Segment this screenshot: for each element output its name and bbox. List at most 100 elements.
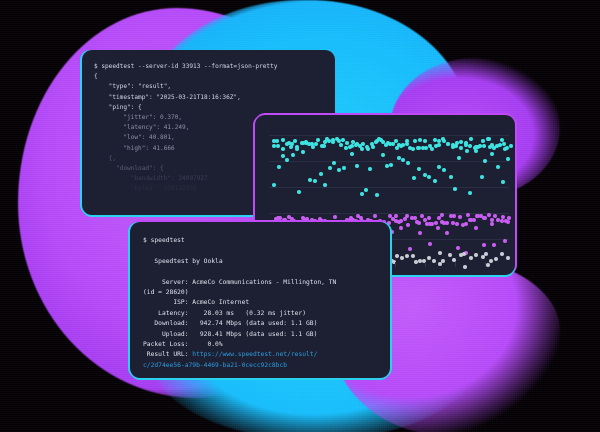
graph-data-point [460, 222, 465, 227]
terminal-json-output: $ speedtest --server-id 33913 --format=j… [82, 50, 335, 195]
graph-data-point [433, 144, 438, 149]
graph-data-point [462, 252, 467, 257]
graph-data-point [355, 141, 360, 146]
graph-data-point [500, 138, 505, 143]
terminal-window-result[interactable]: $ speedtest Speedtest by Ookla Server: A… [130, 222, 390, 378]
graph-data-point [375, 192, 380, 197]
graph-data-point [330, 137, 335, 142]
graph-data-point [292, 219, 297, 224]
graph-data-point [427, 174, 432, 179]
graph-data-point [439, 213, 444, 217]
graph-data-point [427, 221, 432, 226]
graph-data-point [390, 142, 395, 147]
graph-data-point [463, 143, 468, 148]
graph-data-point [414, 259, 419, 264]
graph-data-point [440, 220, 444, 224]
json-line: {, [94, 154, 117, 162]
graph-data-point [413, 215, 418, 220]
graph-data-point [323, 139, 328, 144]
graph-data-point [337, 167, 342, 172]
graph-data-point [500, 180, 505, 184]
json-line: "ping": { [94, 103, 142, 111]
graph-data-point [501, 214, 505, 219]
result-row: Download: 942.74 Mbps (data used: 1.1 GB… [143, 320, 318, 328]
graph-data-point [494, 257, 499, 261]
graph-data-point [455, 222, 460, 227]
graph-data-point [414, 219, 419, 224]
graph-data-point [446, 142, 450, 147]
graph-data-point [323, 183, 327, 188]
graph-data-point [345, 140, 350, 145]
json-line: "low": 40.801, [94, 134, 175, 142]
graph-data-point [422, 258, 427, 263]
graph-data-point [487, 137, 492, 142]
graph-data-point [307, 141, 312, 146]
graph-data-point [448, 214, 453, 218]
graph-data-point [313, 142, 318, 147]
graph-data-point [410, 216, 415, 221]
graph-data-point [304, 141, 309, 146]
graph-data-point [384, 163, 389, 168]
result-url-row: Result URL: https://www.speedtest.net/re… [143, 350, 390, 360]
graph-data-point [360, 191, 365, 196]
graph-data-point [404, 254, 409, 258]
result-spacer-1 [143, 246, 390, 256]
graph-data-point [360, 146, 364, 151]
graph-data-point [493, 213, 498, 218]
graph-gridline [269, 135, 509, 136]
graph-data-point [417, 221, 422, 226]
graph-data-point [459, 253, 464, 258]
graph-data-point [506, 255, 511, 260]
graph-data-point [428, 241, 433, 246]
graph-data-point [504, 145, 509, 150]
graph-data-point [287, 141, 292, 145]
graph-data-point [350, 139, 355, 144]
graph-data-point [410, 254, 415, 259]
graph-data-point [437, 251, 442, 256]
graph-data-point [396, 219, 401, 224]
graph-data-point [381, 140, 386, 145]
graph-data-point [451, 145, 456, 150]
graph-data-point [487, 213, 492, 218]
graph-data-point [320, 219, 325, 224]
graph-data-point [343, 145, 348, 150]
graph-data-point [452, 214, 457, 219]
graph-data-point [364, 188, 369, 193]
graph-data-point [436, 216, 441, 221]
graph-data-point [437, 165, 442, 170]
graph-data-point [483, 216, 488, 221]
graph-data-point [366, 217, 371, 222]
graph-data-point [477, 143, 482, 148]
graph-data-point [436, 225, 440, 230]
graph-data-point [390, 230, 395, 234]
graph-data-point [350, 143, 355, 148]
graph-data-point [431, 259, 436, 264]
graph-data-point [394, 139, 399, 144]
graph-data-point [457, 156, 462, 160]
graph-data-point [355, 163, 360, 168]
graph-data-point [290, 217, 295, 222]
graph-axis-tick [485, 262, 486, 267]
result-url-link-part1[interactable]: https://www.speedtest.net/result/ [192, 351, 318, 359]
graph-data-point [354, 218, 359, 223]
graph-data-point [319, 144, 324, 149]
graph-data-point [348, 144, 353, 149]
graph-data-point [502, 239, 507, 244]
graph-data-point [393, 218, 398, 223]
graph-data-point [454, 143, 458, 148]
graph-data-point [481, 242, 486, 247]
graph-data-point [469, 137, 474, 142]
graph-data-point [500, 252, 505, 256]
graph-data-point [484, 251, 489, 256]
graph-data-point [450, 220, 455, 225]
graph-data-point [296, 189, 301, 194]
result-url-link-part2[interactable]: c/2d74ee56-a79b-4469-ba21-0cecc92c8bcb [143, 361, 288, 369]
graph-data-point [462, 264, 467, 269]
graph-data-point [396, 156, 401, 161]
graph-data-point [368, 219, 373, 224]
graph-data-point [433, 220, 438, 225]
graph-data-point [305, 216, 310, 221]
graph-data-point [419, 213, 424, 218]
graph-data-point [437, 262, 442, 266]
graph-data-point [318, 172, 323, 177]
